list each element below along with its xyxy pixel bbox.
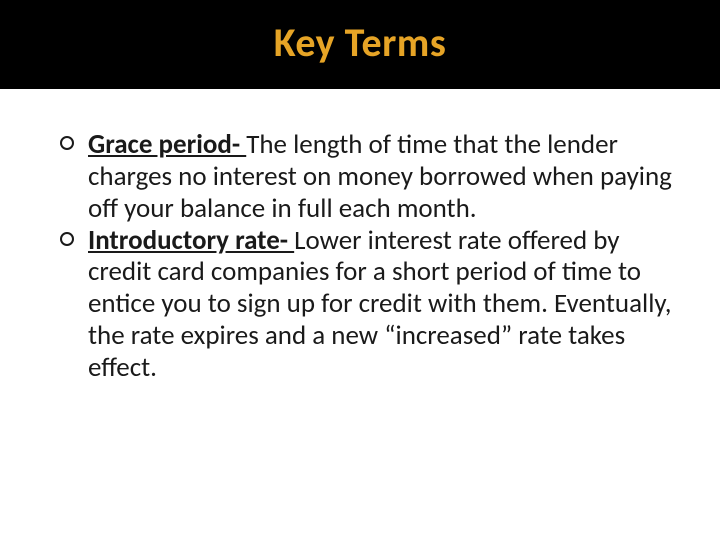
slide: Key Terms Grace period- The length of ti… — [0, 0, 720, 540]
slide-title: Key Terms — [0, 18, 720, 67]
bullet-marker-icon — [60, 136, 74, 150]
term-label: Grace period- — [88, 128, 246, 161]
bullet-marker-icon — [60, 232, 74, 246]
bullet-item: Grace period- The length of time that th… — [60, 129, 672, 225]
bullet-item: Introductory rate- Lower interest rate o… — [60, 225, 672, 384]
title-bar: Key Terms — [0, 0, 720, 89]
slide-content: Grace period- The length of time that th… — [0, 89, 720, 384]
term-label: Introductory rate- — [88, 224, 294, 257]
